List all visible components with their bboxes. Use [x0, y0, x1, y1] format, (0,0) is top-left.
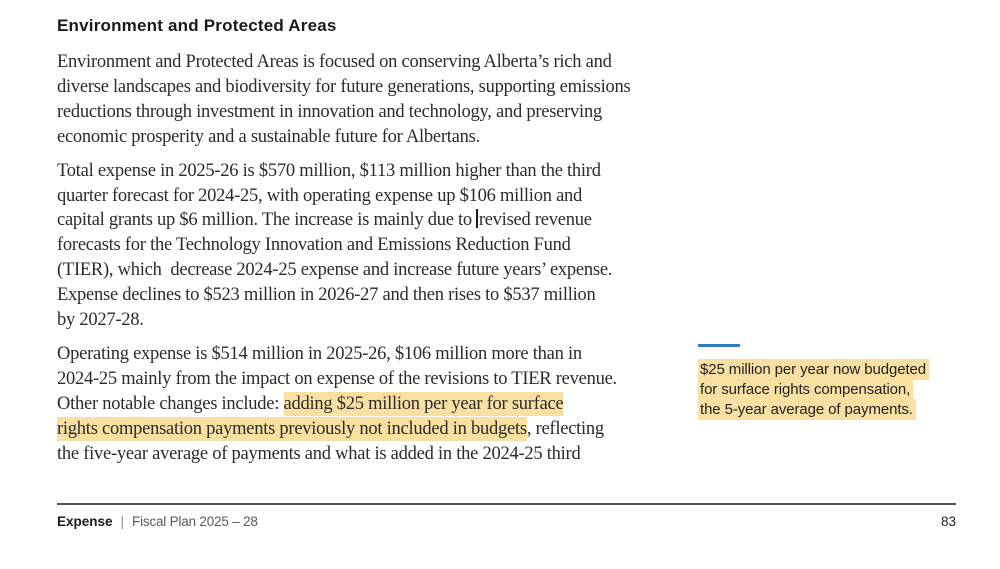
- note-line: $25 million per year now budgeted: [698, 359, 958, 380]
- highlighted-text: rights compensation payments previously …: [57, 416, 527, 441]
- paragraph: Total expense in 2025-26 is $570 million…: [57, 159, 677, 333]
- footer-rule: [57, 503, 956, 505]
- note-highlighted-text: the 5-year average of payments.: [698, 399, 916, 420]
- note-accent-rule: [698, 344, 740, 347]
- note-highlighted-text: for surface rights compensation,: [698, 379, 914, 400]
- body-text: Environment and Protected Areas is focus…: [57, 52, 612, 72]
- body-text: quarter forecast for 2024-25, with opera…: [57, 185, 583, 206]
- body-text: reductions through investment in innovat…: [57, 101, 602, 122]
- footer-breadcrumb: Expense | Fiscal Plan 2025 – 28: [57, 514, 258, 529]
- body-text: the five-year average of payments and wh…: [57, 443, 581, 464]
- body-text: capital grants up $6 million. The increa…: [57, 210, 477, 231]
- body-text: revised revenue: [478, 210, 592, 231]
- body-text: Other notable changes include:: [57, 393, 284, 414]
- note-line: the 5-year average of payments.: [698, 399, 958, 420]
- note-line: for surface rights compensation,: [698, 379, 958, 400]
- body-text: forecasts for the Technology Innovation …: [57, 235, 571, 256]
- body-text: Total expense in 2025-26 is $570 million…: [57, 160, 601, 181]
- body-text: diverse landscapes and biodiversity for …: [57, 76, 631, 97]
- text-cursor: [476, 209, 478, 229]
- paragraph: Operating expense is $514 million in 202…: [57, 342, 677, 467]
- body-text: Expense declines to $523 million in 2026…: [57, 285, 596, 306]
- body-paragraphs: Environment and Protected Areas is focus…: [57, 50, 677, 467]
- body-text: by 2027-28.: [57, 310, 144, 331]
- margin-note: $25 million per year now budgeted for sur…: [698, 344, 958, 420]
- body-text: , reflecting: [526, 418, 604, 439]
- article[interactable]: Environment and Protected Areas Environm…: [57, 16, 677, 476]
- highlighted-text: adding $25 million per year for surface: [283, 391, 564, 416]
- paragraph: Environment and Protected Areas is focus…: [57, 50, 677, 150]
- section-heading: Environment and Protected Areas: [57, 16, 337, 35]
- page-number: 83: [940, 514, 956, 529]
- footer-document-title: Fiscal Plan 2025 – 28: [132, 514, 258, 529]
- body-text: economic prosperity and a sustainable fu…: [57, 126, 480, 147]
- footer-separator: |: [120, 514, 125, 529]
- page-footer: Expense | Fiscal Plan 2025 – 28 83: [57, 514, 956, 529]
- body-text: Operating expense is $514 million in 202…: [57, 343, 582, 364]
- body-text: 2024-25 mainly from the impact on expens…: [57, 368, 617, 389]
- note-highlighted-text: $25 million per year now budgeted: [698, 359, 930, 380]
- note-lines: $25 million per year now budgeted for sur…: [698, 359, 958, 420]
- body-text: (TIER), which decrease 2024-25 expense a…: [57, 260, 613, 281]
- footer-section-label: Expense: [57, 514, 113, 529]
